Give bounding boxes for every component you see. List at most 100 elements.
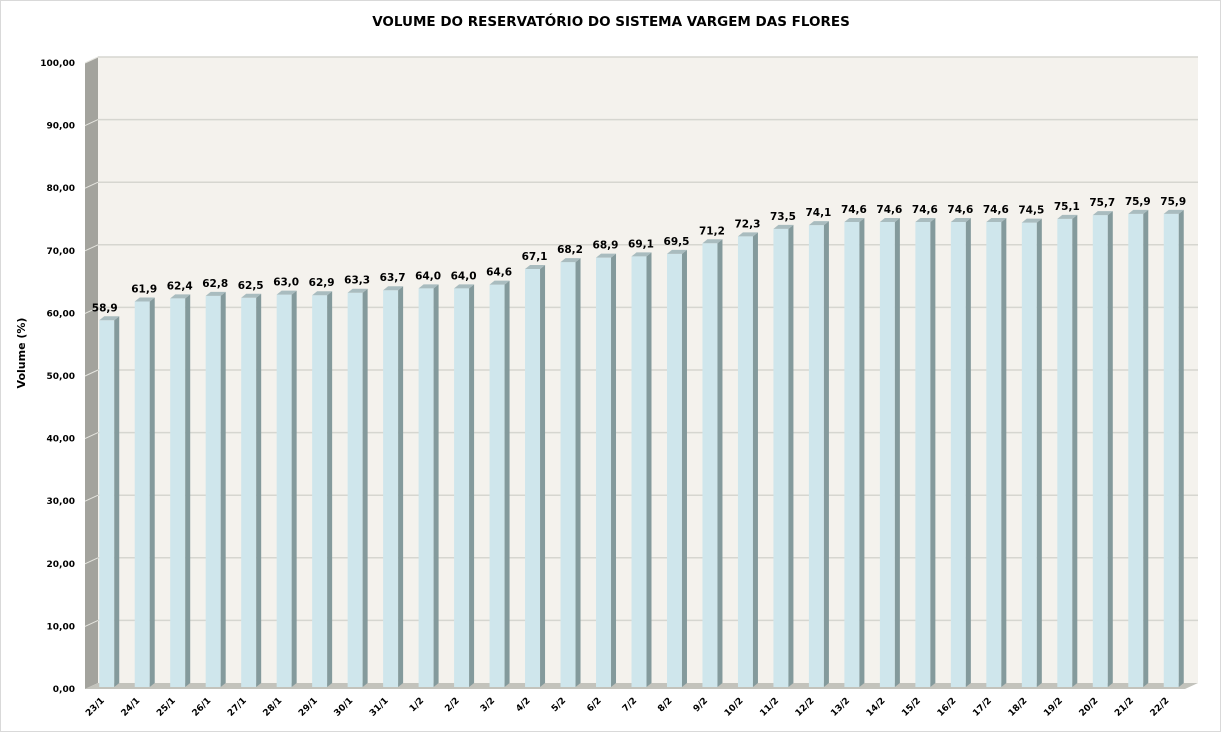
bar (986, 222, 1002, 687)
bar (276, 294, 292, 687)
bar-side (1072, 214, 1078, 687)
bar (134, 301, 150, 687)
bar-side (1143, 209, 1149, 687)
x-tick-label: 8/2 (656, 696, 674, 714)
x-tick-label: 28/1 (262, 696, 285, 719)
x-tick-label: 29/1 (297, 696, 320, 719)
bar-top (879, 218, 900, 223)
data-label: 74,1 (805, 207, 831, 219)
y-tick-label: 100,00 (40, 59, 75, 69)
data-label: 75,1 (1054, 201, 1080, 213)
y-tick-label: 30,00 (47, 497, 75, 507)
x-tick-label: 24/1 (120, 696, 143, 719)
bar (737, 236, 753, 688)
bar-top (383, 286, 404, 291)
bar-side (930, 218, 936, 687)
x-tick-label: 14/2 (865, 696, 888, 719)
data-label: 63,0 (273, 277, 299, 289)
bar-side (185, 294, 191, 687)
x-tick-label: 3/2 (479, 696, 497, 714)
bar (489, 284, 505, 687)
bar-side (149, 297, 155, 687)
x-tick-label: 25/1 (155, 696, 178, 719)
bar (808, 225, 824, 687)
bar-top (1163, 209, 1184, 214)
bar (1021, 222, 1037, 687)
y-tick-label: 20,00 (47, 560, 75, 570)
x-tick-label: 15/2 (900, 696, 923, 719)
bar-top (276, 290, 297, 295)
bar-side (894, 218, 900, 687)
bar-top (986, 218, 1007, 223)
bar-side (398, 286, 404, 687)
bar-top (666, 249, 687, 254)
x-tick-label: 27/1 (226, 696, 249, 719)
bar-side (114, 316, 120, 687)
x-tick-label: 6/2 (585, 696, 603, 714)
x-tick-label: 7/2 (621, 696, 639, 714)
x-tick-label: 13/2 (829, 696, 852, 719)
x-tick-label: 11/2 (758, 696, 781, 719)
bar-side (504, 280, 510, 687)
bar-side (575, 258, 581, 687)
bar (666, 253, 682, 687)
data-label: 74,6 (912, 204, 938, 216)
bar (383, 290, 399, 687)
x-tick-label: 20/2 (1078, 696, 1101, 719)
bar-side (1178, 209, 1184, 687)
bar-top (915, 218, 936, 223)
bar-side (433, 284, 439, 687)
data-label: 69,5 (664, 236, 690, 248)
y-tick-label: 80,00 (47, 184, 75, 194)
bar-side (788, 224, 794, 687)
x-tick-label: 21/2 (1113, 696, 1136, 719)
x-tick-label: 18/2 (1007, 696, 1030, 719)
y-axis-label: Volume (%) (15, 318, 28, 389)
bar (454, 288, 470, 687)
bar (950, 222, 966, 687)
gridline-side (84, 557, 99, 565)
y-tick-label: 70,00 (47, 247, 75, 257)
bar (205, 295, 221, 687)
bar (347, 292, 363, 687)
bar-side (681, 249, 687, 687)
y-tick-label: 90,00 (47, 122, 75, 132)
bar-top (312, 291, 333, 296)
data-label: 64,0 (451, 270, 477, 282)
bar-top (808, 221, 829, 226)
bar (99, 320, 115, 687)
bar-top (702, 239, 723, 244)
gridline-side (84, 432, 99, 440)
data-label: 75,9 (1125, 196, 1151, 208)
bar-side (256, 293, 262, 687)
y-tick-label: 10,00 (47, 622, 75, 632)
x-tick-label: 17/2 (971, 696, 994, 719)
data-label: 73,5 (770, 211, 796, 223)
x-tick-label: 4/2 (514, 696, 532, 714)
bar-top (1021, 218, 1042, 223)
bar-side (220, 291, 226, 687)
bar-top (560, 258, 581, 263)
bar-side (327, 291, 333, 687)
y-tick-label: 60,00 (47, 309, 75, 319)
bar (631, 256, 647, 687)
data-label: 63,7 (380, 272, 406, 284)
bar-top (773, 224, 794, 229)
data-label: 75,9 (1160, 196, 1186, 208)
data-label: 58,9 (92, 302, 118, 314)
data-label: 74,6 (983, 204, 1009, 216)
data-label: 69,1 (628, 238, 654, 250)
x-tick-label: 2/2 (443, 696, 461, 714)
bar (879, 222, 895, 687)
bar (1092, 215, 1108, 688)
gridline-side (84, 56, 99, 64)
bar (773, 228, 789, 687)
bar-top (418, 284, 439, 289)
bar (596, 257, 612, 687)
data-label: 62,8 (202, 278, 228, 290)
bar-top (241, 293, 262, 298)
bar-top (1128, 209, 1149, 214)
y-tick-label: 50,00 (47, 372, 75, 382)
x-tick-label: 1/2 (408, 696, 426, 714)
